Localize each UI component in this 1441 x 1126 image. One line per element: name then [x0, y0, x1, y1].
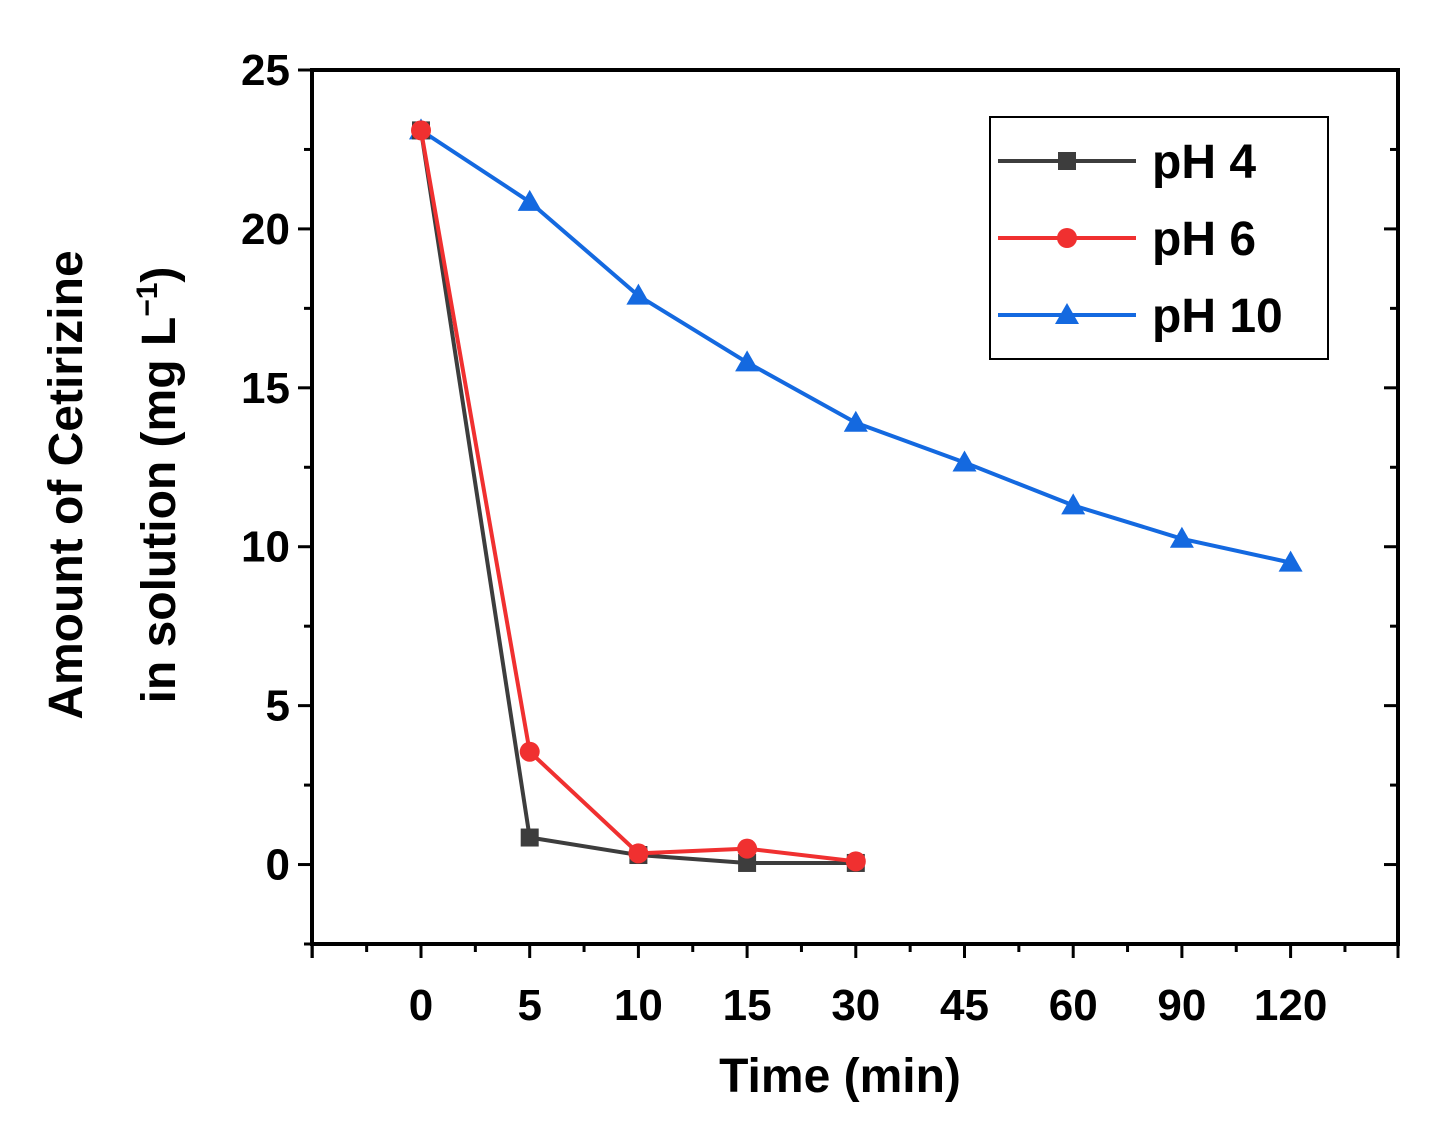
legend-item-ph-4: pH 4: [998, 136, 1256, 189]
data-point-ph-6: [628, 843, 649, 864]
x-tick-label: 45: [940, 981, 989, 1030]
legend: pH 4 pH 6 pH 10: [989, 116, 1329, 360]
series-ph-4: [412, 121, 865, 872]
legend-item-ph-6: pH 6: [998, 213, 1256, 266]
legend-label-ph-6: pH 6: [1152, 213, 1256, 266]
legend-marker-ph-4: [1058, 152, 1076, 170]
y-tick-label: 25: [241, 46, 290, 95]
series-layer: [409, 118, 1303, 872]
legend-marker-ph-10: [1055, 303, 1079, 324]
data-point-ph-10: [952, 450, 977, 472]
series-ph-6: [411, 120, 866, 872]
x-tick-label: 60: [1049, 981, 1098, 1030]
x-tick-label: 90: [1157, 981, 1206, 1030]
data-point-ph-10: [1061, 493, 1086, 515]
legend-item-ph-10: pH 10: [998, 290, 1283, 343]
legend-marker-ph-6: [1057, 228, 1077, 248]
data-point-ph-10: [1278, 550, 1303, 572]
legend-label-ph-10: pH 10: [1152, 290, 1283, 343]
data-point-ph-10: [843, 410, 868, 432]
data-point-ph-6: [411, 120, 431, 141]
y-axis-label-main: in solution (mg L: [133, 317, 186, 704]
plot-frame: [310, 68, 1400, 946]
x-tick-label: 5: [517, 981, 541, 1030]
y-axis-label-line1: Amount of Cetirizine: [40, 250, 93, 719]
data-point-ph-4: [738, 853, 757, 872]
legend-label-ph-4: pH 4: [1152, 136, 1256, 189]
data-point-ph-4: [520, 828, 539, 847]
y-axis-label-superscript: −1: [131, 283, 164, 317]
y-tick-label: 15: [241, 364, 290, 413]
y-axis-label-close: ): [133, 267, 186, 283]
y-tick-label: 5: [266, 682, 290, 731]
x-axis-label: Time (min): [719, 1050, 961, 1103]
tick-labels: 0 5 10 15 20 25 0 5 10 15 30 45 60 90 120: [241, 46, 1327, 1030]
y-tick-label: 0: [266, 841, 290, 890]
series-line-ph-6: [419, 130, 857, 864]
data-point-ph-6: [845, 851, 866, 872]
data-point-ph-10: [1169, 526, 1194, 548]
x-tick-label: 15: [723, 981, 772, 1030]
data-point-ph-10: [735, 350, 760, 372]
y-tick-label: 20: [241, 205, 290, 254]
x-tick-label: 30: [831, 981, 880, 1030]
data-point-ph-10: [517, 189, 542, 211]
data-point-ph-10: [626, 283, 651, 305]
x-tick-label: 10: [614, 981, 663, 1030]
x-tick-label: 120: [1254, 981, 1327, 1030]
data-point-ph-6: [519, 741, 540, 762]
y-tick-label: 10: [241, 523, 290, 572]
series-ph-10: [409, 118, 1303, 572]
y-axis-label-line2: in solution (mg L−1): [131, 267, 186, 704]
data-point-ph-6: [737, 838, 758, 859]
x-tick-label: 0: [409, 981, 433, 1030]
